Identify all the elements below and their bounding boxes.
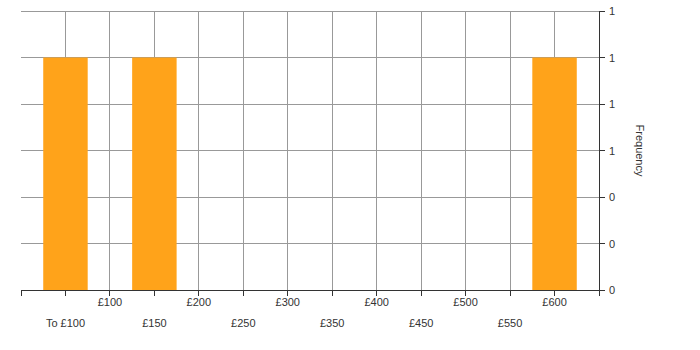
tick-mark (599, 197, 605, 198)
tick-label: 1 (609, 98, 615, 110)
tick-mark (65, 290, 66, 296)
y-axis (599, 11, 600, 290)
grid-line (332, 11, 333, 290)
tick-mark (154, 290, 155, 296)
tick-mark (510, 290, 511, 296)
tick-mark (599, 290, 600, 296)
category-label: £250 (231, 317, 255, 329)
tick-label: 0 (609, 238, 615, 250)
bar (43, 58, 87, 291)
category-label: £450 (409, 317, 433, 329)
tick-label: 0 (609, 191, 615, 203)
tick-label: 1 (609, 5, 615, 17)
grid-line (21, 197, 599, 198)
grid-line (21, 11, 599, 12)
tick-label: 1 (609, 145, 615, 157)
tick-mark (599, 104, 605, 105)
tick-label: 1 (609, 52, 615, 64)
bar (532, 58, 576, 291)
grid-line (376, 11, 377, 290)
category-label: £350 (320, 317, 344, 329)
tick-mark (599, 243, 605, 244)
tick-mark (599, 57, 605, 58)
grid-line (21, 290, 599, 291)
tick-mark (599, 290, 605, 291)
grid-line (21, 150, 599, 151)
grid-line (21, 104, 599, 105)
plot-background (21, 11, 599, 290)
category-label: £200 (187, 296, 211, 308)
tick-mark (332, 290, 333, 296)
grid-line (510, 11, 511, 290)
tick-mark (599, 11, 605, 12)
tick-mark (243, 290, 244, 296)
category-label: £500 (453, 296, 477, 308)
axis-title: Frequency (634, 125, 646, 177)
tick-mark (599, 150, 605, 151)
x-axis (21, 290, 599, 291)
category-label: £150 (142, 317, 166, 329)
category-label: £100 (98, 296, 122, 308)
category-label: £400 (364, 296, 388, 308)
category-label: £550 (498, 317, 522, 329)
tick-mark (421, 290, 422, 296)
grid-line (243, 11, 244, 290)
category-label: £300 (276, 296, 300, 308)
category-label: £600 (542, 296, 566, 308)
grid-line (21, 243, 599, 244)
grid-line (198, 11, 199, 290)
bar (132, 58, 176, 291)
tick-mark (21, 290, 22, 296)
grid-line (21, 57, 599, 58)
tick-label: 0 (609, 284, 615, 296)
grid-line (109, 11, 110, 290)
chart: 0 0 0 1 1 1 1 To £100 £100 £150 £200 £250 £300 £350 £4… (0, 0, 700, 350)
grid-line (465, 11, 466, 290)
grid-line (287, 11, 288, 290)
grid-line (421, 11, 422, 290)
category-label: To £100 (46, 317, 85, 329)
